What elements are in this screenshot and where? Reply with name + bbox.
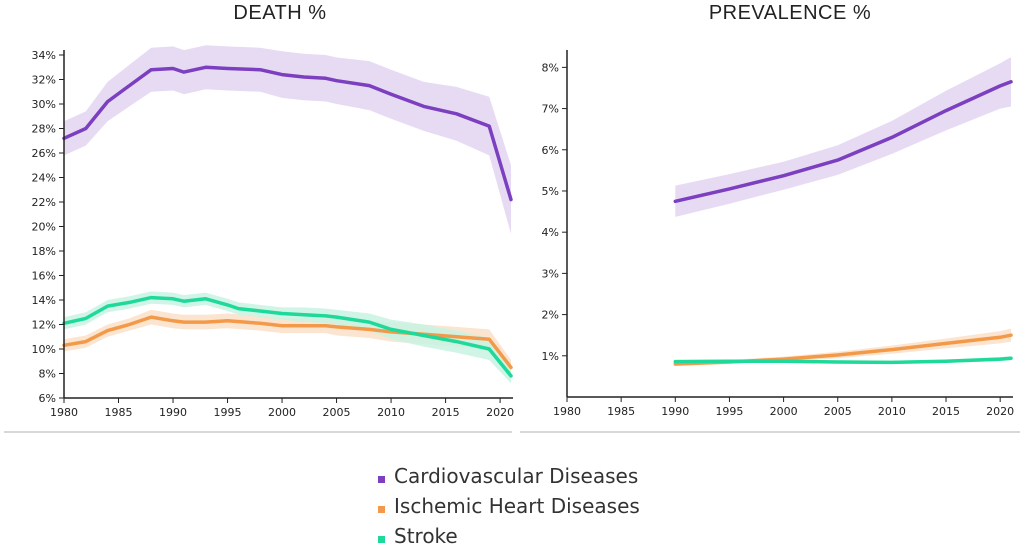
x-tick-label: 2015 — [932, 405, 960, 418]
y-tick-label: 28% — [32, 123, 56, 136]
chart-prevalence: 1980 1985 1990 1995 2000 2005 2010 2015 2020 1% 2%… — [520, 50, 1020, 433]
y-tick-label: 8% — [542, 61, 559, 74]
y-tick-label: 5% — [542, 185, 559, 198]
line-cardiovascular — [62, 65, 513, 202]
y-tick-label: 34% — [32, 49, 56, 62]
x-tick-label: 2010 — [377, 406, 405, 419]
prevalence-chart-title: PREVALENCE % — [708, 2, 872, 24]
y-tick-label: 22% — [32, 196, 56, 209]
x-tick-label: 1980 — [553, 405, 581, 418]
y-tick-label: 30% — [32, 98, 56, 111]
y-tick-label: 8% — [39, 368, 56, 381]
y-tick-label: 7% — [542, 103, 559, 116]
y-tick-label: 2% — [542, 309, 559, 322]
legend-swatch-cardiovascular — [378, 476, 385, 483]
legend-label-cardiovascular: Cardiovascular Diseases — [394, 464, 639, 488]
x-tick-label: 2000 — [268, 406, 296, 419]
band-stroke — [64, 291, 511, 384]
y-tick-label: 32% — [32, 74, 56, 87]
x-tick-label: 2005 — [824, 405, 852, 418]
band-cardiovascular — [675, 57, 1011, 217]
line-cardiovascular — [673, 80, 1013, 204]
x-tick-label: 2010 — [878, 405, 906, 418]
y-tick-label: 1% — [542, 350, 559, 363]
x-tick-label: 2005 — [323, 406, 351, 419]
x-tick-label: 1990 — [661, 405, 689, 418]
line-stroke — [673, 356, 1013, 365]
x-tick-label: 1985 — [607, 405, 635, 418]
x-tick-label: 1990 — [159, 406, 187, 419]
x-tick-label: 2020 — [486, 406, 514, 419]
y-tick-label: 24% — [32, 172, 56, 185]
y-tick-label: 10% — [32, 343, 56, 356]
x-tick-label: 2015 — [432, 406, 460, 419]
y-tick-label: 20% — [32, 221, 56, 234]
legend-label-ischemic: Ischemic Heart Diseases — [394, 494, 640, 518]
x-tick-label: 2020 — [986, 405, 1014, 418]
legend-swatch-stroke — [378, 536, 385, 543]
x-tick-label: 1985 — [105, 406, 133, 419]
legend-label-stroke: Stroke — [394, 524, 458, 548]
y-tick-label: 26% — [32, 147, 56, 160]
y-tick-label: 3% — [542, 267, 559, 280]
legend-swatch-ischemic — [378, 506, 385, 513]
line-stroke — [62, 295, 513, 378]
x-tick-label: 1995 — [715, 405, 743, 418]
y-tick-label: 12% — [32, 319, 56, 332]
y-tick-label: 16% — [32, 270, 56, 283]
y-tick-label: 18% — [32, 245, 56, 258]
death-chart-title: DEATH % — [233, 2, 327, 24]
y-tick-label: 14% — [32, 294, 56, 307]
y-tick-label: 6% — [39, 392, 56, 405]
x-tick-label: 2000 — [770, 405, 798, 418]
band-cardiovascular — [64, 45, 511, 234]
y-tick-label: 6% — [542, 144, 559, 157]
chart-death: 1980 1985 1990 1995 2000 2005 2010 2015 2020 6% 8%… — [4, 45, 514, 433]
x-tick-label: 1995 — [214, 406, 242, 419]
y-tick-label: 4% — [542, 226, 559, 239]
x-tick-label: 1980 — [50, 406, 78, 419]
